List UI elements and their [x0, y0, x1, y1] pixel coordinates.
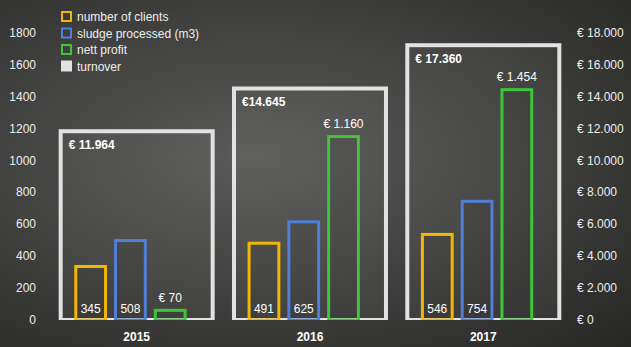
bar: [249, 243, 279, 320]
y-tick-label: 800: [16, 185, 36, 199]
legend-swatch: [62, 12, 71, 21]
legend-swatch: [62, 45, 71, 54]
x-tick-label: 2016: [297, 330, 324, 344]
y-tick-label: 400: [16, 249, 36, 263]
marks: [61, 45, 560, 320]
turnover-box: [407, 45, 559, 320]
data-label: €14.645: [242, 95, 286, 109]
bar: [462, 201, 492, 320]
y-tick-label: 1600: [9, 58, 36, 72]
x-tick-label: 2015: [123, 330, 150, 344]
legend-label: sludge processed (m3): [77, 27, 199, 41]
legend-label: turnover: [77, 60, 121, 74]
turnover-box: [61, 131, 213, 320]
data-label: 625: [294, 302, 314, 316]
data-label: € 1.160: [323, 117, 363, 131]
x-tick-label: 2017: [470, 330, 497, 344]
bar: [289, 222, 319, 320]
y2-tick-label: € 8.000: [577, 185, 617, 199]
data-label: € 70: [159, 291, 183, 305]
bar: [422, 234, 452, 320]
y2-tick-label: € 4.000: [577, 249, 617, 263]
data-label: 508: [120, 302, 140, 316]
data-label: 345: [81, 302, 101, 316]
y2-tick-label: € 12.000: [577, 122, 624, 136]
y2-tick-label: € 0: [577, 313, 594, 327]
y-tick-label: 600: [16, 217, 36, 231]
y-tick-label: 0: [29, 313, 36, 327]
legend-swatch: [62, 29, 71, 38]
chart: € 0 € 2.000 € 4.000 € 6.000 € 8.000 € 10.000 €…: [0, 0, 631, 347]
data-label: 491: [254, 302, 274, 316]
turnover-box: [234, 88, 386, 320]
bar: [116, 241, 146, 320]
y2-tick-label: € 18.000: [577, 26, 624, 40]
bar: [155, 310, 185, 320]
legend-label: nett profit: [77, 43, 128, 57]
y-tick-label: 1200: [9, 122, 36, 136]
bar: [76, 266, 106, 320]
y-tick-label: 1000: [9, 154, 36, 168]
data-label: € 11.964: [69, 138, 115, 152]
legend-label: number of clients: [77, 10, 168, 24]
y-tick-label: 1800: [9, 26, 36, 40]
y2-tick-label: € 10.000: [577, 154, 624, 168]
y2-tick-label: € 2.000: [577, 281, 617, 295]
data-label: 754: [467, 302, 487, 316]
legend: number of clients sludge processed (m3) ne…: [62, 10, 199, 74]
data-label: € 17.360: [415, 52, 462, 66]
y-tick-label: 1400: [9, 90, 36, 104]
bar: [329, 137, 359, 320]
labels: € 11.964 345 508 € 70 €14.645 491 625 € 1.160 € …: [69, 52, 538, 316]
data-label: 546: [427, 302, 447, 316]
bar: [502, 90, 532, 320]
y2-tick-label: € 14.000: [577, 90, 624, 104]
legend-swatch: [62, 62, 71, 71]
y-tick-label: 200: [16, 281, 36, 295]
data-label: € 1.454: [497, 70, 537, 84]
y2-tick-label: € 16.000: [577, 58, 624, 72]
y2-tick-label: € 6.000: [577, 217, 617, 231]
